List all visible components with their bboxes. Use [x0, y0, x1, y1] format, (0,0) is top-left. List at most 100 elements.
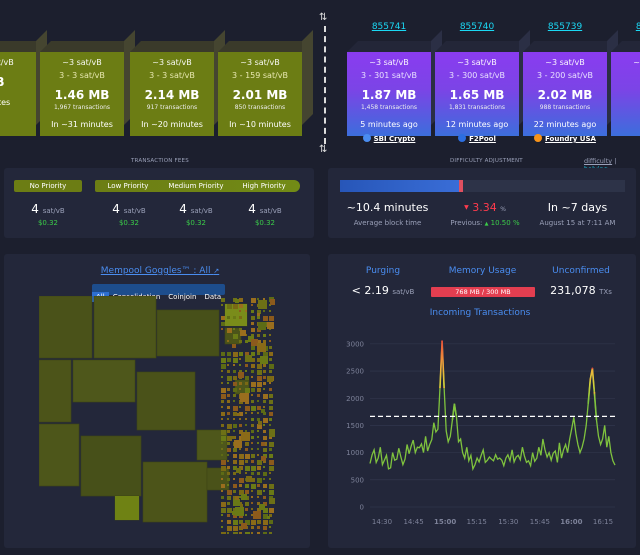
- tx-square: [233, 484, 237, 488]
- tx-square: [227, 472, 230, 475]
- tx-square: [251, 370, 254, 373]
- block-fee-range: 3 - 3 sat/vB: [59, 71, 105, 80]
- tx-block: [93, 296, 157, 359]
- tx-square: [269, 520, 273, 524]
- mining-pool-link[interactable]: F2Pool: [435, 134, 519, 143]
- tx-square: [233, 370, 236, 373]
- block-median-fee: ~3 sat/vB: [369, 58, 409, 67]
- mining-pool-link[interactable]: M: [611, 134, 640, 143]
- data-point: [441, 340, 443, 343]
- purging-unit: sat/vB: [392, 288, 415, 296]
- block-height-link[interactable]: 855738: [635, 22, 640, 32]
- tx-square: [269, 364, 274, 369]
- tx-square: [251, 496, 253, 498]
- block-face: ~3 sat/vB MB minutes: [0, 52, 36, 136]
- tx-square: [245, 376, 249, 380]
- medium-priority-value: 4 sat/vB: [161, 202, 231, 216]
- tx-square: [251, 442, 253, 444]
- tx-square: [269, 412, 273, 416]
- block-size: 1.87 MB: [361, 88, 417, 102]
- fees-panel: [4, 168, 314, 238]
- mined-block[interactable]: ~3 sat/vB 3 - 300 sat/vB 1.65 MB 1,831 tran…: [435, 30, 530, 136]
- tx-square: [263, 310, 265, 312]
- goggles-tabs: AllConsolidationCoinjoinData: [92, 284, 226, 302]
- tx-square: [227, 430, 230, 433]
- avg-block-time-label: Average block time: [353, 219, 422, 227]
- tx-block: [115, 496, 139, 520]
- tx-square: [245, 430, 247, 432]
- y-tick-label: 500: [351, 476, 364, 484]
- tx-square: [269, 442, 274, 447]
- block-time: 12 minutes ago: [445, 120, 509, 129]
- unit: sat/vB: [123, 207, 146, 215]
- tx-square: [221, 376, 223, 378]
- data-point: [593, 391, 596, 394]
- tx-square: [240, 330, 246, 336]
- tx-square: [245, 355, 252, 362]
- tx-square: [269, 394, 273, 398]
- x-tick-label: 14:30: [372, 518, 392, 526]
- arrows-icon-bottom[interactable]: ⇅: [319, 144, 328, 155]
- pending-block[interactable]: ~3 sat/vB MB minutes: [0, 30, 47, 136]
- tx-square: [251, 526, 254, 529]
- pending-block[interactable]: ~3 sat/vB 3 - 3 sat/vB 2.14 MB 917 transact…: [130, 30, 225, 136]
- previous-value: 10.50: [490, 219, 511, 227]
- tx-square: [245, 490, 249, 494]
- tx-square: [269, 532, 272, 534]
- tx-square: [233, 412, 237, 416]
- tx-square: [257, 484, 260, 487]
- block-height-link[interactable]: 855741: [371, 22, 407, 32]
- tx-square: [251, 436, 254, 439]
- mined-block[interactable]: ~3 sat/vB 3 - 1 1.4 1,4 26 m: [611, 41, 640, 136]
- tx-square: [263, 478, 265, 480]
- tx-square: [221, 514, 223, 516]
- tx-square: [263, 388, 265, 390]
- block-median-fee: ~3 sat/vB: [152, 58, 192, 67]
- high-priority-label: High Priority: [242, 182, 286, 190]
- unit: sat/vB: [190, 207, 213, 215]
- tx-square: [269, 436, 272, 439]
- tx-square: [227, 340, 229, 342]
- tx-square: [263, 430, 266, 433]
- block-top: [130, 41, 225, 52]
- mining-pool-link[interactable]: Foundry USA: [523, 134, 607, 143]
- tx-square: [227, 442, 230, 445]
- tx-square: [221, 526, 223, 528]
- mined-block[interactable]: ~3 sat/vB 3 - 200 sat/vB 2.02 MB 988 transa…: [523, 30, 618, 136]
- tx-square: [227, 418, 229, 420]
- tx-square: [257, 316, 260, 319]
- tx-square: [245, 340, 248, 343]
- tx-square: [227, 400, 230, 403]
- mined-block[interactable]: ~3 sat/vB 3 - 301 sat/vB 1.87 MB 1,458 tran…: [347, 30, 442, 136]
- tx-square: [233, 304, 238, 309]
- block-height-link[interactable]: 855740: [459, 22, 495, 32]
- arrows-icon[interactable]: ⇅: [319, 12, 328, 23]
- difficulty-link[interactable]: difficulty: [584, 157, 613, 165]
- tx-square: [263, 496, 266, 499]
- tx-square: [257, 502, 260, 505]
- tx-square: [251, 418, 254, 421]
- mining-pool-link[interactable]: SBI Crypto: [347, 134, 431, 143]
- pending-block[interactable]: ~3 sat/vB 3 - 3 sat/vB 1.46 MB 1,967 transa…: [40, 30, 135, 136]
- block-tx-count: 1,458 transactions: [360, 104, 418, 111]
- tx-square: [251, 334, 254, 337]
- tx-square: [227, 304, 232, 309]
- goggles-tab-coinjoin[interactable]: Coinjoin: [168, 293, 197, 301]
- pending-block[interactable]: ~3 sat/vB 3 - 159 sat/vB 2.01 MB 850 transa…: [218, 30, 313, 136]
- tx-square: [241, 523, 247, 529]
- goggles-tab-data[interactable]: Data: [204, 293, 222, 301]
- tx-square: [245, 502, 249, 506]
- tx-square: [263, 394, 268, 399]
- x-tick-label: 16:00: [560, 518, 582, 526]
- tx-block: [39, 359, 72, 423]
- tx-square: [263, 490, 265, 492]
- tx-square: [257, 406, 261, 410]
- tx-block: [136, 371, 196, 431]
- goggles-title[interactable]: Mempool Goggles™ : All ↗: [90, 266, 230, 276]
- tx-square: [267, 516, 270, 519]
- block-tx-count: 850 transactions: [234, 104, 286, 111]
- unconfirmed-number: 231,078: [550, 284, 596, 297]
- block-height-link[interactable]: 855739: [547, 22, 583, 32]
- tx-square: [257, 352, 260, 355]
